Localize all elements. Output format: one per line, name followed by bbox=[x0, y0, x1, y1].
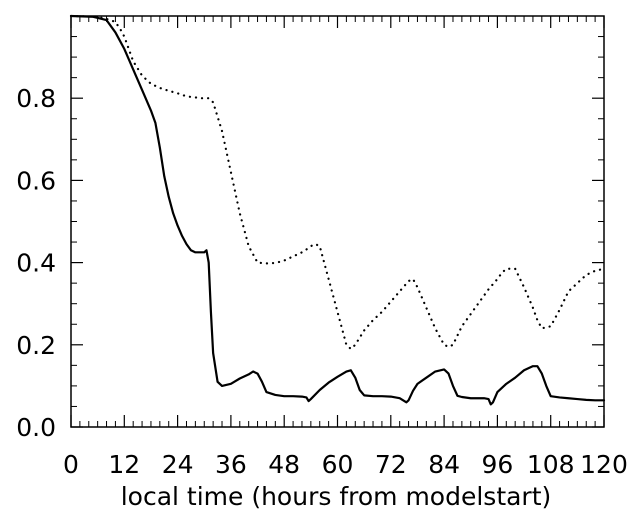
series-solid-line bbox=[69, 14, 606, 406]
series-dotted-line bbox=[69, 14, 606, 351]
x-tick-label: 36 bbox=[215, 450, 247, 479]
x-tick-label: 0 bbox=[63, 450, 79, 479]
axis-ticks bbox=[70, 16, 605, 428]
x-axis-title: local time (hours from modelstart) bbox=[121, 482, 552, 511]
series-layer bbox=[69, 14, 606, 406]
plot-frame bbox=[70, 15, 605, 428]
tick-labels: 0 12 24 36 48 60 72 84 96 108 120 0.0 0.2 0.4 0.6 0.8 bbox=[16, 84, 628, 479]
x-tick-label: 120 bbox=[580, 450, 628, 479]
y-tick-label: 0.8 bbox=[16, 84, 56, 113]
x-tick-label: 60 bbox=[322, 450, 354, 479]
y-tick-label: 0.0 bbox=[16, 413, 56, 442]
x-tick-label: 48 bbox=[268, 450, 300, 479]
y-tick-label: 0.4 bbox=[16, 249, 56, 278]
x-tick-label: 96 bbox=[481, 450, 513, 479]
x-tick-label: 72 bbox=[375, 450, 407, 479]
y-tick-label: 0.6 bbox=[16, 166, 56, 195]
y-tick-label: 0.2 bbox=[16, 331, 56, 360]
x-tick-label: 24 bbox=[162, 450, 194, 479]
x-tick-label: 108 bbox=[527, 450, 575, 479]
x-tick-label: 84 bbox=[428, 450, 460, 479]
x-tick-label: 12 bbox=[108, 450, 140, 479]
